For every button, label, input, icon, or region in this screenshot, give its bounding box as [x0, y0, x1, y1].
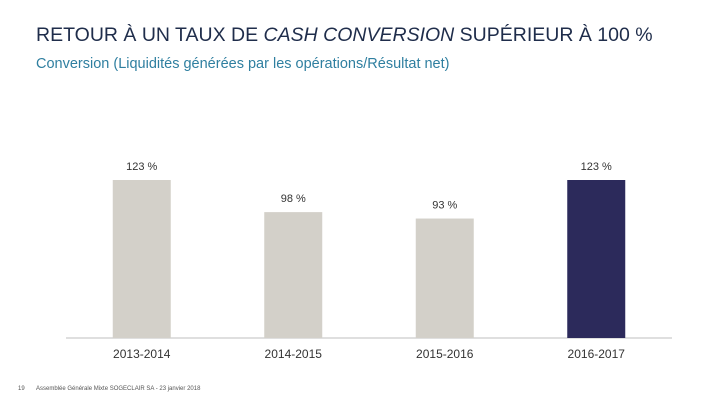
page-title: RETOUR À UN TAUX DE CASH CONVERSION SUPÉ… [36, 24, 653, 47]
title-part1: RETOUR À UN TAUX DE [36, 24, 264, 46]
title-italic: CASH CONVERSION [263, 24, 455, 46]
bar-2015-2016 [415, 218, 474, 338]
page-subtitle: Conversion (Liquidités générées par les … [36, 56, 450, 72]
footer-text: Assemblée Générale Mixte SOGECLAIR SA - … [36, 386, 201, 392]
category-label-2015-2016: 2015-2016 [416, 347, 474, 361]
value-label-2015-2016: 93 % [432, 200, 457, 212]
value-label-2014-2015: 98 % [281, 193, 306, 205]
category-label-2013-2014: 2013-2014 [113, 347, 171, 361]
bar-2014-2015 [264, 212, 323, 338]
value-label-2013-2014: 123 % [126, 161, 157, 173]
category-label-2014-2015: 2014-2015 [265, 347, 323, 361]
title-part2: SUPÉRIEUR À 100 % [454, 24, 653, 46]
value-label-2016-2017: 123 % [581, 161, 612, 173]
page-number: 19 [18, 386, 25, 392]
bar-2013-2014 [112, 180, 171, 338]
category-label-2016-2017: 2016-2017 [568, 347, 626, 361]
bar-2016-2017 [567, 180, 626, 338]
